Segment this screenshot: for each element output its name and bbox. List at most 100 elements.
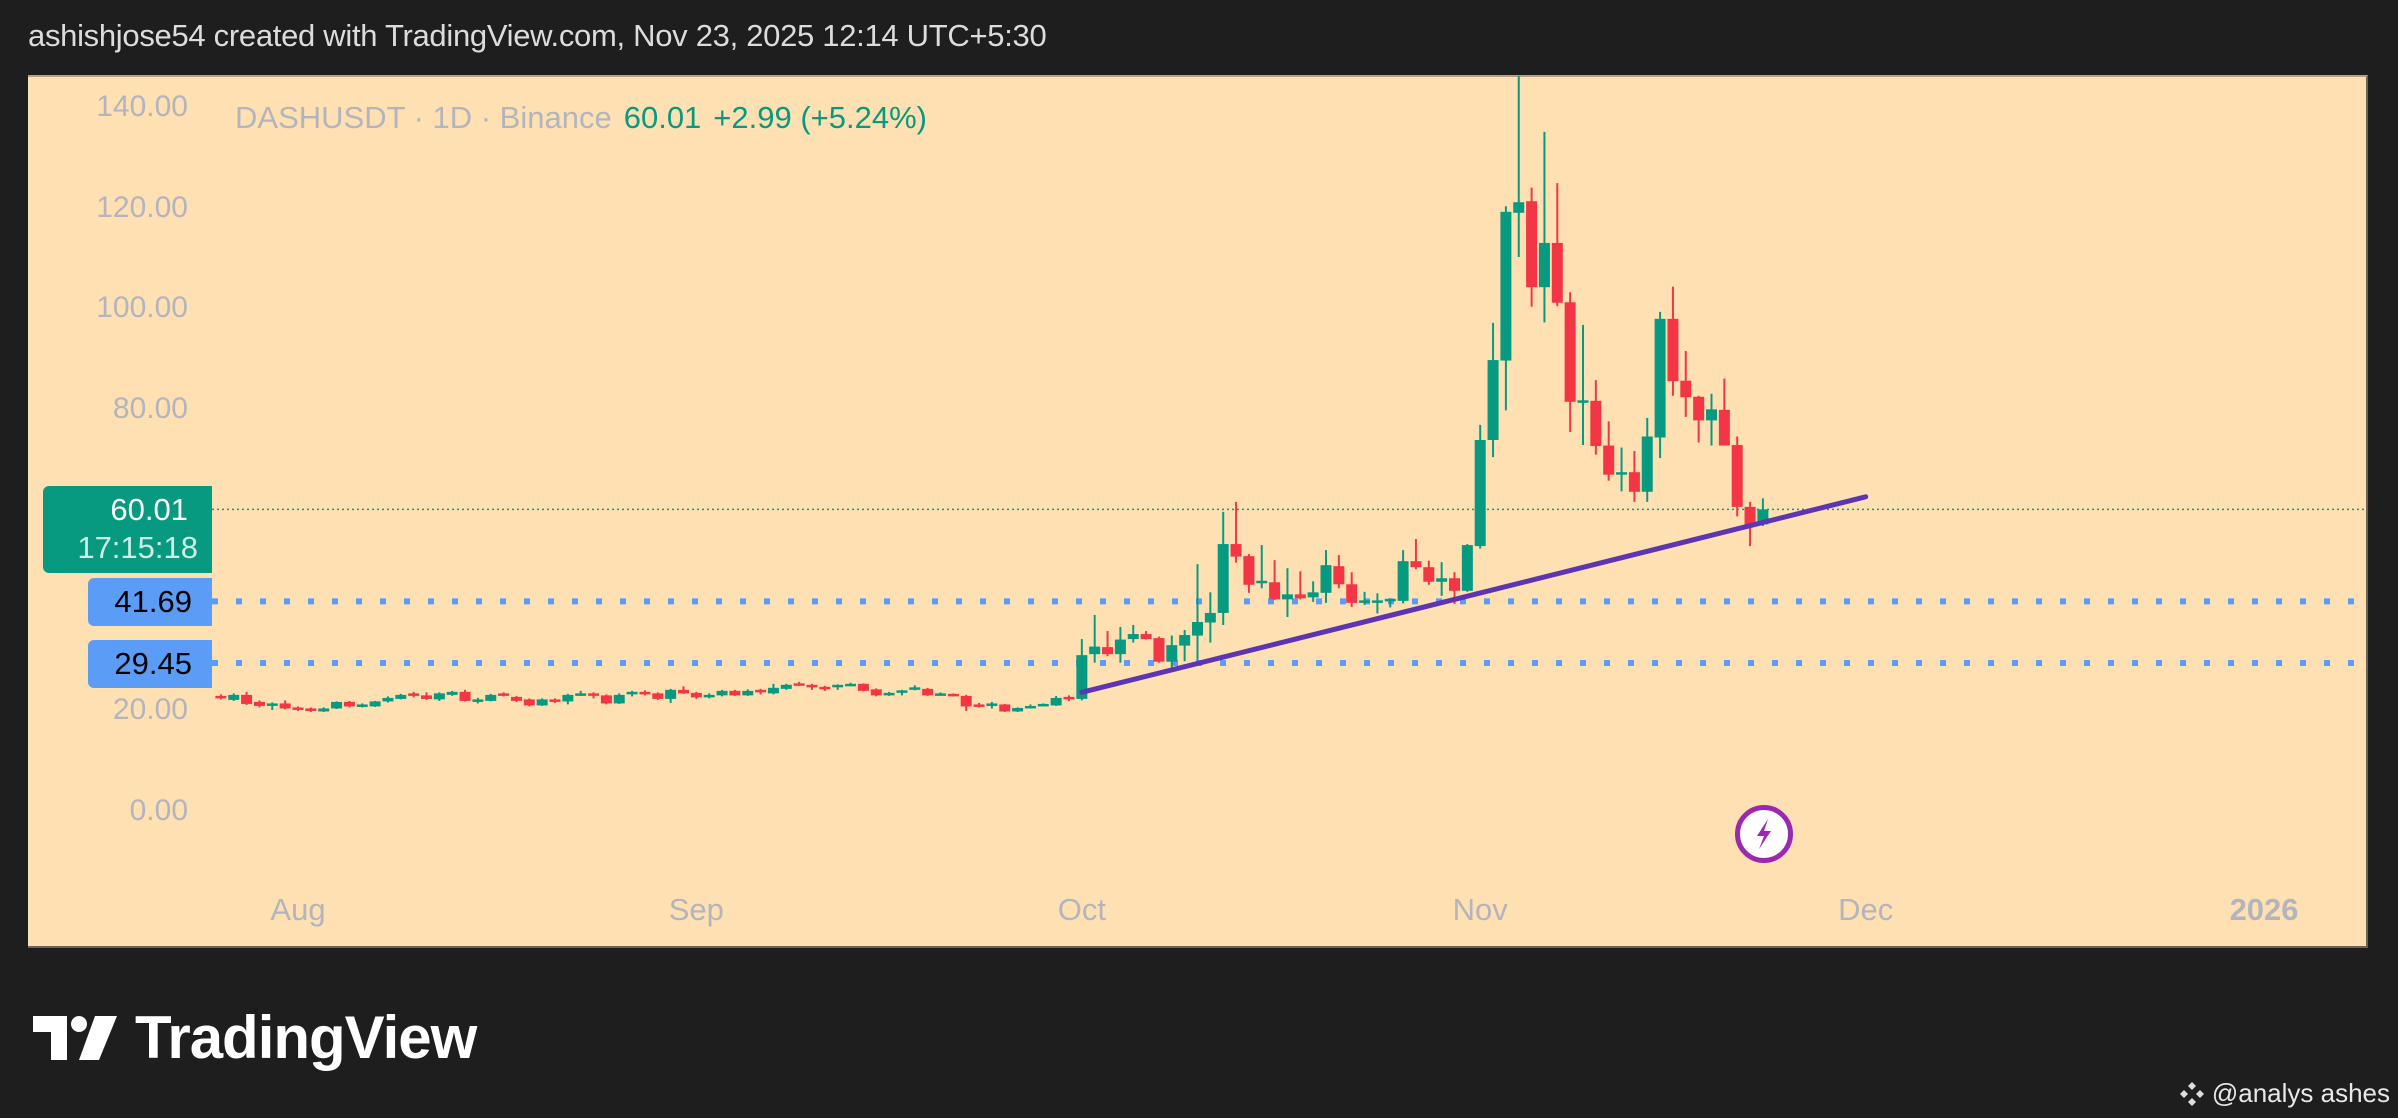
time-tick-label: Nov xyxy=(1452,892,1508,927)
candle-body xyxy=(1667,318,1679,382)
candle xyxy=(523,698,535,707)
chart-panel[interactable] xyxy=(28,75,2368,948)
candle-body xyxy=(1706,409,1717,421)
candle xyxy=(767,683,779,695)
candle xyxy=(433,692,445,701)
candle-body xyxy=(215,695,227,699)
candle-body xyxy=(472,699,484,702)
candle-body xyxy=(292,707,304,710)
candle xyxy=(1307,581,1319,602)
candle xyxy=(1294,571,1306,600)
candle xyxy=(1641,417,1653,502)
candle-body xyxy=(382,697,394,702)
candle xyxy=(1487,322,1499,458)
candle-body xyxy=(1500,211,1512,361)
candle-body xyxy=(1731,445,1743,507)
candle-body xyxy=(498,693,510,696)
time-tick-label: Dec xyxy=(1838,892,1894,927)
candle xyxy=(1333,555,1345,589)
candle-body xyxy=(1680,380,1692,398)
candle xyxy=(1693,395,1705,443)
candle-body xyxy=(935,693,946,696)
candle-body xyxy=(716,690,728,696)
candle xyxy=(613,693,625,704)
candle-body xyxy=(870,689,882,696)
candle-body xyxy=(1654,318,1666,438)
candle xyxy=(1513,76,1525,258)
candle xyxy=(935,692,946,696)
candle-body xyxy=(909,687,921,690)
candle-body xyxy=(266,703,278,706)
lightning-bolt-icon[interactable] xyxy=(1735,805,1793,863)
candle-body xyxy=(343,701,355,707)
candle xyxy=(305,707,317,712)
candle xyxy=(1320,550,1332,603)
candle-body xyxy=(1346,584,1358,603)
candle xyxy=(1577,324,1589,446)
candle-body xyxy=(253,701,265,706)
candle-body xyxy=(1449,578,1460,591)
candle xyxy=(678,686,689,694)
candle-body xyxy=(832,684,844,688)
chart-caption: ashishjose54 created with TradingView.co… xyxy=(28,18,1047,53)
candle xyxy=(498,692,510,697)
candle xyxy=(755,688,767,695)
candle-body xyxy=(780,684,792,689)
candle xyxy=(1616,447,1628,492)
candle-body xyxy=(1410,561,1422,568)
candle-body xyxy=(896,690,908,693)
candle xyxy=(729,689,741,696)
candle-body xyxy=(613,694,625,704)
candle xyxy=(1037,703,1049,707)
candle-body xyxy=(1744,506,1756,526)
candle-body xyxy=(1024,705,1036,709)
candle xyxy=(1474,424,1486,549)
candle-body xyxy=(1012,707,1024,712)
candle-body xyxy=(1590,400,1602,447)
candle-body xyxy=(999,704,1011,712)
candle xyxy=(266,702,278,710)
candle xyxy=(973,702,985,708)
candle xyxy=(1359,591,1371,605)
candle-body xyxy=(1436,578,1448,582)
candle xyxy=(1230,501,1242,563)
candle xyxy=(292,706,304,711)
candle-body xyxy=(665,689,677,699)
candle-body xyxy=(1474,440,1486,547)
candle-body xyxy=(575,693,587,696)
candle xyxy=(485,693,497,702)
candle xyxy=(472,697,484,704)
candle xyxy=(1718,378,1730,446)
candle-body xyxy=(433,693,445,700)
price-tick-label: 0.00 xyxy=(129,794,188,827)
candle xyxy=(1603,421,1615,481)
candle xyxy=(1192,564,1203,661)
candle xyxy=(408,691,420,698)
candle xyxy=(253,700,265,708)
candle-body xyxy=(973,704,985,707)
candle xyxy=(1089,614,1101,663)
candle xyxy=(883,691,895,696)
candle xyxy=(922,687,934,696)
candle-body xyxy=(1217,544,1229,613)
candle-body xyxy=(1153,638,1165,662)
candle xyxy=(382,696,394,703)
candle xyxy=(241,691,253,705)
candle xyxy=(1500,206,1512,411)
tradingview-logo: TradingView xyxy=(33,1003,477,1072)
time-tick-label: Oct xyxy=(1057,892,1106,927)
candle-body xyxy=(1204,612,1216,623)
candle xyxy=(1590,380,1602,455)
candle-body xyxy=(742,690,754,696)
candle-body xyxy=(806,684,818,688)
candle xyxy=(1243,554,1255,593)
candle xyxy=(1204,592,1216,643)
candle xyxy=(1461,544,1473,592)
candle-body xyxy=(1628,472,1640,492)
candle xyxy=(1526,187,1538,307)
candle-body xyxy=(1140,634,1152,640)
candle xyxy=(1384,598,1396,608)
candle-body xyxy=(678,689,689,694)
price-tick-label: 140.00 xyxy=(96,90,188,124)
